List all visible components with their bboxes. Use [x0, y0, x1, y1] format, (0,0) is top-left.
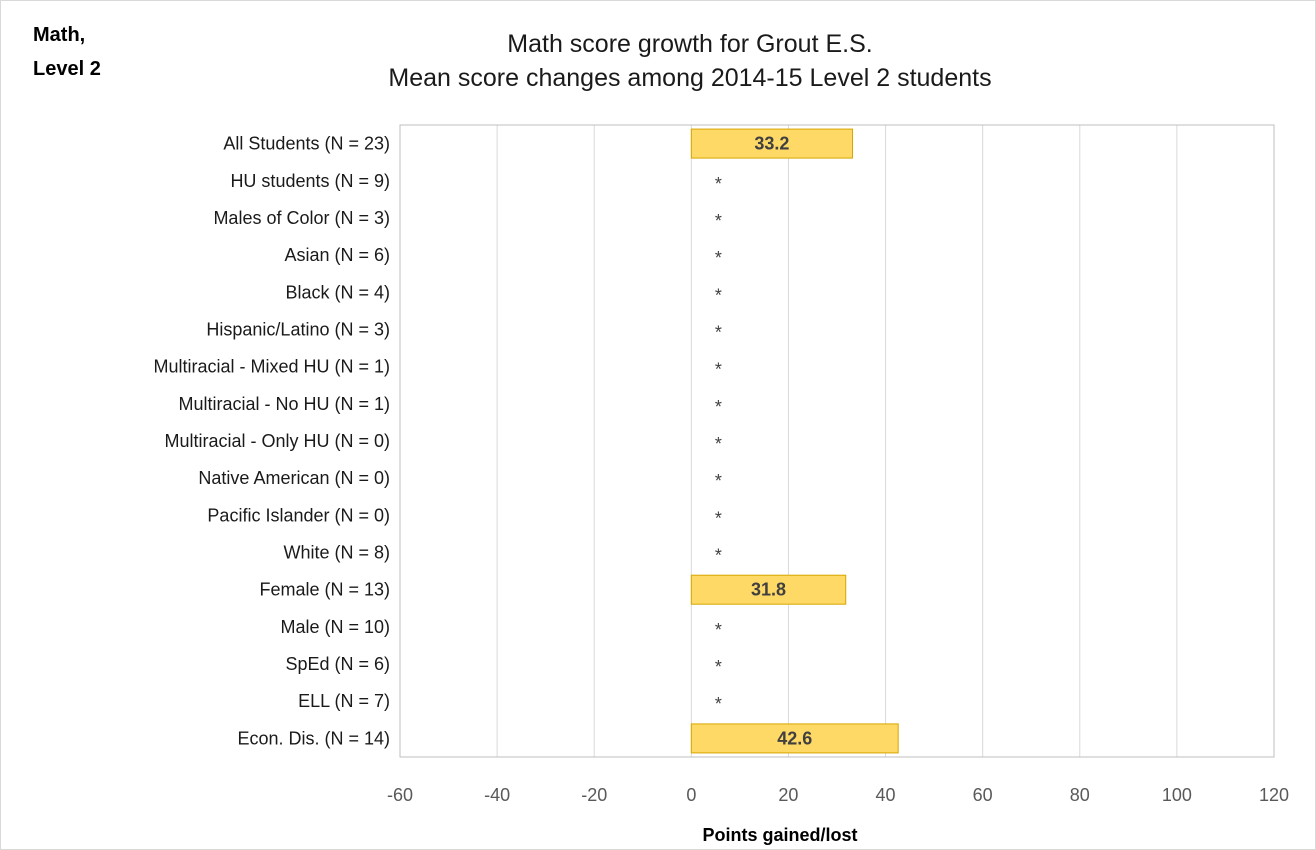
suppressed-marker: *	[715, 620, 722, 640]
category-label: Males of Color (N = 3)	[213, 208, 390, 228]
category-label: Econ. Dis. (N = 14)	[237, 728, 390, 748]
suppressed-marker: *	[715, 694, 722, 714]
x-tick-label: 80	[1070, 785, 1090, 805]
x-tick-label: 120	[1259, 785, 1289, 805]
bar	[690, 128, 854, 159]
category-label: Hispanic/Latino (N = 3)	[206, 319, 390, 339]
category-label: Male (N = 10)	[280, 617, 390, 637]
suppressed-marker: *	[715, 657, 722, 677]
suppressed-marker: *	[715, 248, 722, 268]
suppressed-marker: *	[715, 471, 722, 491]
data-label: 42.6	[777, 728, 812, 748]
suppressed-marker: *	[715, 360, 722, 380]
x-axis-title: Points gained/lost	[702, 825, 858, 845]
data-label: 31.8	[751, 580, 786, 600]
category-label: SpEd (N = 6)	[285, 654, 390, 674]
category-label: Black (N = 4)	[285, 282, 390, 302]
category-label: Female (N = 13)	[259, 580, 390, 600]
suppressed-marker: *	[715, 508, 722, 528]
x-tick-label: 40	[876, 785, 896, 805]
bar	[690, 574, 847, 605]
category-label: Multiracial - No HU (N = 1)	[178, 394, 390, 414]
category-label: Native American (N = 0)	[198, 468, 390, 488]
suppressed-marker: *	[715, 546, 722, 566]
x-tick-label: 20	[778, 785, 798, 805]
category-label: Multiracial - Only HU (N = 0)	[164, 431, 390, 451]
suppressed-marker: *	[715, 285, 722, 305]
x-tick-label: 0	[686, 785, 696, 805]
x-tick-label: -60	[387, 785, 413, 805]
chart-title: Math score growth for Grout E.S.	[507, 30, 873, 58]
category-label: Asian (N = 6)	[284, 245, 390, 265]
category-label: All Students (N = 23)	[223, 134, 390, 154]
category-label: Pacific Islander (N = 0)	[207, 505, 390, 525]
category-label: HU students (N = 9)	[230, 171, 390, 191]
data-label: 33.2	[754, 134, 789, 154]
bar	[690, 723, 899, 754]
suppressed-marker: *	[715, 211, 722, 231]
category-label: Multiracial - Mixed HU (N = 1)	[153, 357, 390, 377]
suppressed-marker: *	[715, 322, 722, 342]
chart-subtitle: Mean score changes among 2014-15 Level 2…	[388, 64, 992, 92]
category-label: White (N = 8)	[283, 543, 390, 563]
suppressed-marker: *	[715, 434, 722, 454]
plot-area-border	[399, 124, 1275, 758]
corner-label: Math, Level 2	[33, 24, 101, 80]
category-label: ELL (N = 7)	[298, 691, 390, 711]
suppressed-marker: *	[715, 397, 722, 417]
x-tick-label: -40	[484, 785, 510, 805]
x-tick-label: 60	[973, 785, 993, 805]
x-tick-label: -20	[581, 785, 607, 805]
suppressed-marker: *	[715, 174, 722, 194]
x-tick-label: 100	[1162, 785, 1192, 805]
